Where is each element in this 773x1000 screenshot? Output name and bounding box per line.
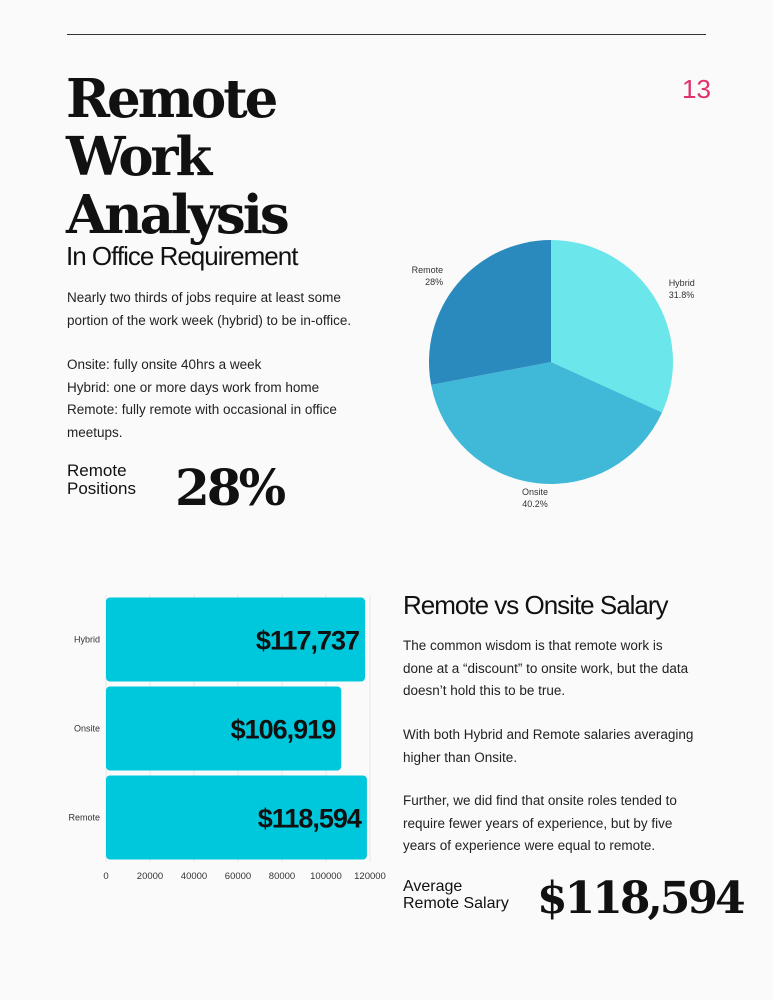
salary-para-3-line3: years of experience were equal to remote… [403, 838, 656, 853]
average-salary-value: $118,594 [537, 873, 746, 924]
bar-value-label: $117,737 [256, 626, 359, 656]
pie-label-percent: 31.8% [669, 290, 695, 300]
top-rule [67, 34, 706, 35]
bar-value-label: $118,594 [258, 804, 362, 834]
remote-positions-label-line1: Remote [67, 461, 127, 480]
pie-label-onsite: Onsite 40.2% [522, 487, 548, 509]
pie-label-category: Remote [412, 265, 444, 275]
office-definitions: Onsite: fully onsite 40hrs a week Hybrid… [67, 354, 387, 444]
bar-category-label: Hybrid [74, 635, 100, 645]
pie-slice-onsite [431, 362, 663, 484]
page-title: Remote Work Analysis [66, 70, 426, 244]
salary-bar-chart: Hybrid $117,737 Onsite $106,919 Remote $118,5… [68, 595, 386, 882]
pie-slice-remote [428, 240, 551, 385]
bar-category-label: Remote [68, 813, 100, 823]
def-onsite: Onsite: fully onsite 40hrs a week [67, 357, 262, 372]
page-title-line1: Remote Work [66, 68, 278, 188]
def-remote-line1: Remote: fully remote with occasional in … [67, 402, 337, 417]
x-tick-label: 40000 [181, 871, 207, 882]
office-intro: Nearly two thirds of jobs require at lea… [67, 287, 387, 332]
work-type-pie-chart: Hybrid 31.8% Onsite 40.2% Remote 28% [412, 240, 695, 509]
pie-label-hybrid: Hybrid 31.8% [669, 278, 695, 300]
x-tick-label: 20000 [137, 871, 163, 882]
average-salary-label: Average Remote Salary [403, 878, 509, 912]
x-tick-label: 80000 [269, 871, 295, 882]
salary-para-2-line1: With both Hybrid and Remote salaries ave… [403, 727, 694, 742]
bar-remote [106, 775, 367, 860]
x-tick-label: 0 [103, 871, 108, 882]
x-tick-label: 120000 [354, 871, 386, 882]
salary-para-1: The common wisdom is that remote work is… [403, 635, 733, 703]
salary-para-2-line2: higher than Onsite. [403, 749, 518, 765]
remote-positions-label-line2: Positions [67, 479, 136, 498]
x-tick-label: 100000 [310, 871, 342, 882]
x-tick-label: 60000 [225, 871, 251, 882]
salary-para-2: With both Hybrid and Remote salaries ave… [403, 724, 733, 769]
office-intro-line2: portion of the work week (hybrid) to be … [67, 312, 352, 328]
pie-label-remote: Remote 28% [412, 265, 444, 287]
salary-para-1-line1: The common wisdom is that remote work is [403, 638, 663, 653]
remote-positions-label: Remote Positions [67, 462, 136, 498]
pie-label-percent: 28% [425, 277, 443, 287]
salary-para-3-line1: Further, we did find that onsite roles t… [403, 793, 677, 808]
bar-value-label: $106,919 [231, 715, 337, 745]
page-title-line2: Analysis [66, 184, 290, 246]
pie-label-category: Hybrid [669, 278, 695, 288]
def-hybrid: Hybrid: one or more days work from home [67, 379, 320, 395]
office-intro-line1: Nearly two thirds of jobs require at lea… [67, 290, 341, 305]
remote-positions-value: 28% [175, 458, 286, 517]
salary-para-1-line3: doesn’t hold this to be true. [403, 683, 566, 698]
page-number: 13 [682, 74, 711, 104]
salary-para-3: Further, we did find that onsite roles t… [403, 790, 733, 858]
pie-slice-hybrid [551, 240, 673, 413]
office-heading: In Office Requirement [66, 241, 298, 271]
average-salary-label-line1: Average [403, 878, 463, 895]
salary-para-1-line2: done at a “discount” to onsite work, but… [403, 660, 689, 676]
pie-label-percent: 40.2% [522, 499, 548, 509]
def-remote-line2: meetups. [67, 424, 123, 440]
salary-para-3-line2: require fewer years of experience, but b… [403, 815, 673, 831]
bar-onsite [106, 686, 342, 771]
bar-hybrid [106, 597, 366, 682]
average-salary-label-line2: Remote Salary [403, 895, 509, 912]
pie-label-category: Onsite [522, 487, 548, 497]
salary-heading: Remote vs Onsite Salary [403, 590, 669, 620]
bar-category-label: Onsite [74, 724, 100, 734]
